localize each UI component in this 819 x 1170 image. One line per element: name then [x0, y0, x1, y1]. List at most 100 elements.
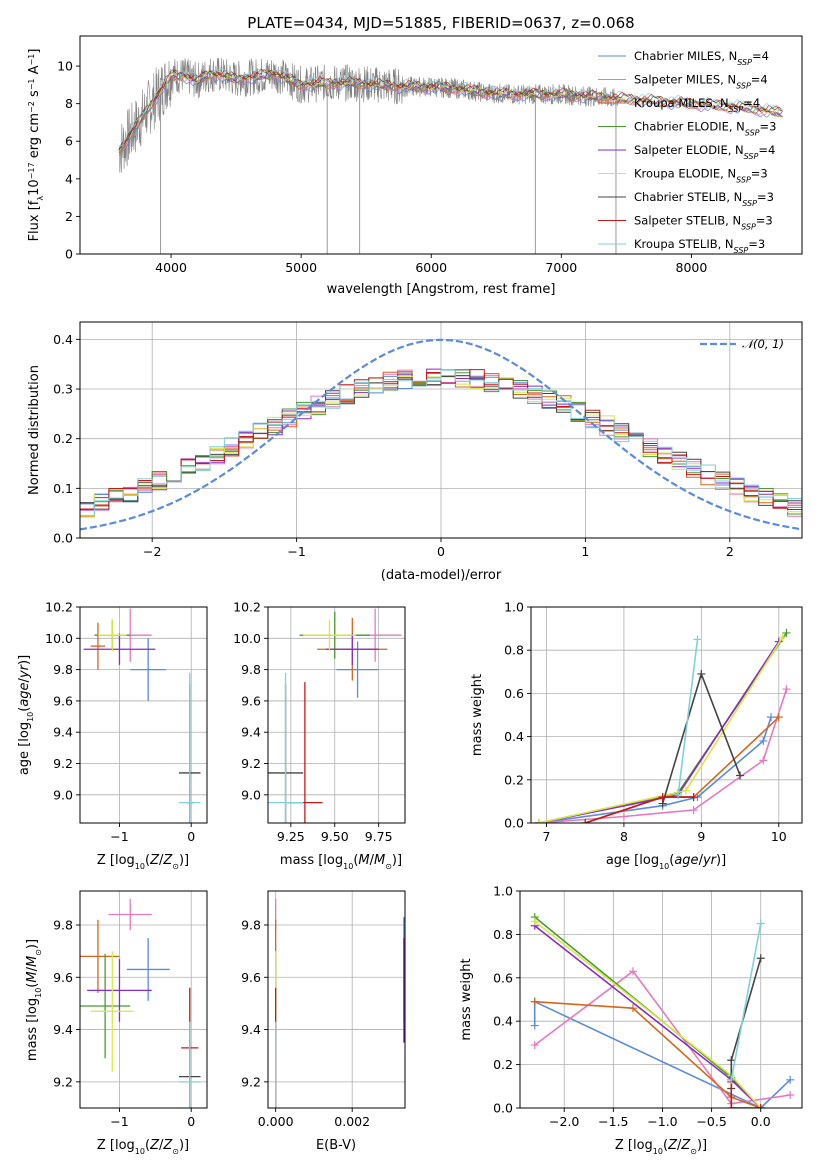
- errorbar-point: [268, 672, 304, 823]
- y-tick-label: 0.3: [53, 382, 73, 397]
- weight-marker: [619, 812, 628, 821]
- chart-title: PLATE=0434, MJD=51885, FIBERID=0637, z=0…: [247, 14, 634, 32]
- legend-label: Kroupa ELODIE, NSSP=3: [634, 167, 768, 185]
- model-spectrum: [118, 71, 783, 154]
- legend-label-part: SSP: [737, 58, 752, 67]
- y-tick-label: 0.6: [504, 686, 524, 701]
- label-part: (: [25, 983, 40, 988]
- weight-marker: [756, 919, 765, 928]
- label-part: erg cm: [27, 113, 42, 162]
- weight-marker: [756, 1104, 765, 1108]
- x-tick-label: −1: [110, 1114, 128, 1129]
- label-part: )]: [179, 853, 189, 868]
- legend-label-part: =3: [760, 120, 777, 134]
- axes-frame: [79, 890, 208, 1109]
- y-tick-label: 0.4: [504, 729, 524, 744]
- x-tick-label: 9.75: [365, 829, 393, 844]
- plot-area: [83, 608, 201, 823]
- label-part: 10: [135, 1147, 145, 1156]
- y-axis-label: mass [log10(M/M⊙)]: [25, 939, 43, 1061]
- ticks: 4000 5000 6000 7000 8000 0 2 4 6 8 10: [57, 59, 707, 275]
- y-tick-label: 10.0: [233, 631, 261, 646]
- y-tick-label: 9.8: [53, 662, 73, 677]
- weight-marker: [727, 1056, 736, 1065]
- panel-6: −1 09.29.49.69.8Z [log10(Z/Z⊙)]mass [log1…: [25, 890, 208, 1156]
- errorbar-point: [179, 1021, 201, 1108]
- label-part: yr: [702, 853, 718, 868]
- weight-marker: [782, 628, 791, 637]
- y-tick-label: 1.0: [504, 600, 524, 615]
- legend-label-part: =3: [757, 190, 774, 204]
- y-tick-label: 9.6: [241, 970, 261, 985]
- y-tick-label: 9.6: [241, 693, 261, 708]
- label-part: /: [159, 853, 164, 868]
- errorbar-point: [130, 638, 167, 701]
- y-tick-label: 0.2: [53, 431, 73, 446]
- label-part: )]: [392, 853, 402, 868]
- label-part: s: [27, 90, 42, 101]
- x-tick-label: 0: [187, 1114, 195, 1129]
- legend-label: Kroupa STELIB, NSSP=3: [634, 237, 765, 255]
- label-part: )]: [17, 655, 32, 665]
- label-part: 10: [135, 862, 145, 871]
- y-tick-label: 9.6: [53, 693, 73, 708]
- label-part: /: [699, 853, 704, 868]
- label-part: ⊙: [385, 862, 392, 871]
- x-tick-label: −1.5: [598, 1114, 628, 1129]
- errorbar-point: [87, 958, 152, 1022]
- weight-marker: [530, 917, 539, 926]
- y-tick-label: 4: [65, 171, 73, 186]
- weight-marker: [693, 635, 702, 644]
- model-spectrum: [118, 67, 783, 148]
- y-tick-label: 9.0: [53, 787, 73, 802]
- x-tick-label: −1.0: [647, 1114, 677, 1129]
- y-tick-label: 9.2: [241, 1074, 261, 1089]
- label-part: −2: [27, 101, 36, 113]
- weight-marker: [786, 1090, 795, 1099]
- weight-line: [534, 1000, 761, 1108]
- ticks: 0.000 0.002 9.2 9.4 9.6 9.8: [241, 917, 370, 1129]
- weight-marker: [782, 685, 791, 694]
- plot-area: [118, 57, 783, 254]
- weight-marker: [697, 669, 706, 678]
- x-tick-label: 0.0: [751, 1114, 771, 1129]
- errorbar-point: [80, 953, 131, 1059]
- errorbar-point: [336, 641, 379, 698]
- weight-marker: [581, 819, 590, 823]
- label-part: /: [17, 677, 32, 682]
- x-tick-label: 0: [437, 544, 445, 559]
- label-part: )]: [697, 1138, 707, 1153]
- y-tick-label: 0.4: [493, 1014, 513, 1029]
- weight-marker: [689, 806, 698, 815]
- model-spectrum: [118, 69, 783, 147]
- axes-frame: [267, 606, 406, 824]
- y-tick-label: 9.2: [53, 756, 73, 771]
- y-tick-label: 10: [57, 59, 73, 74]
- x-tick-label: 0.000: [258, 1114, 294, 1129]
- label-part: ⊙: [690, 1147, 697, 1156]
- y-tick-label: 0.8: [504, 643, 524, 658]
- x-axis-label: (data-model)/error: [381, 568, 502, 583]
- x-tick-label: 10: [771, 829, 787, 844]
- x-tick-label: 7: [543, 829, 551, 844]
- legend-label-part: Kroupa MILES, N: [634, 96, 729, 110]
- label-part: −1: [27, 54, 36, 66]
- plot-area: [275, 898, 405, 1108]
- x-tick-label: −1: [287, 544, 305, 559]
- axes-frame: [519, 890, 803, 1109]
- label-part: (: [353, 853, 358, 868]
- y-tick-label: 8: [65, 96, 73, 111]
- weight-marker: [759, 756, 768, 765]
- axes-frame: [79, 606, 208, 824]
- y-tick-label: 10.2: [233, 600, 261, 615]
- label-part: Z: [149, 1138, 160, 1153]
- x-tick-label: 6000: [415, 260, 447, 275]
- x-tick-label: 7000: [545, 260, 577, 275]
- label-part: ]: [27, 49, 42, 54]
- plot-area: [534, 628, 791, 823]
- x-tick-label: 5000: [285, 260, 317, 275]
- y-tick-label: 9.2: [53, 1074, 73, 1089]
- plot-area: [80, 338, 802, 531]
